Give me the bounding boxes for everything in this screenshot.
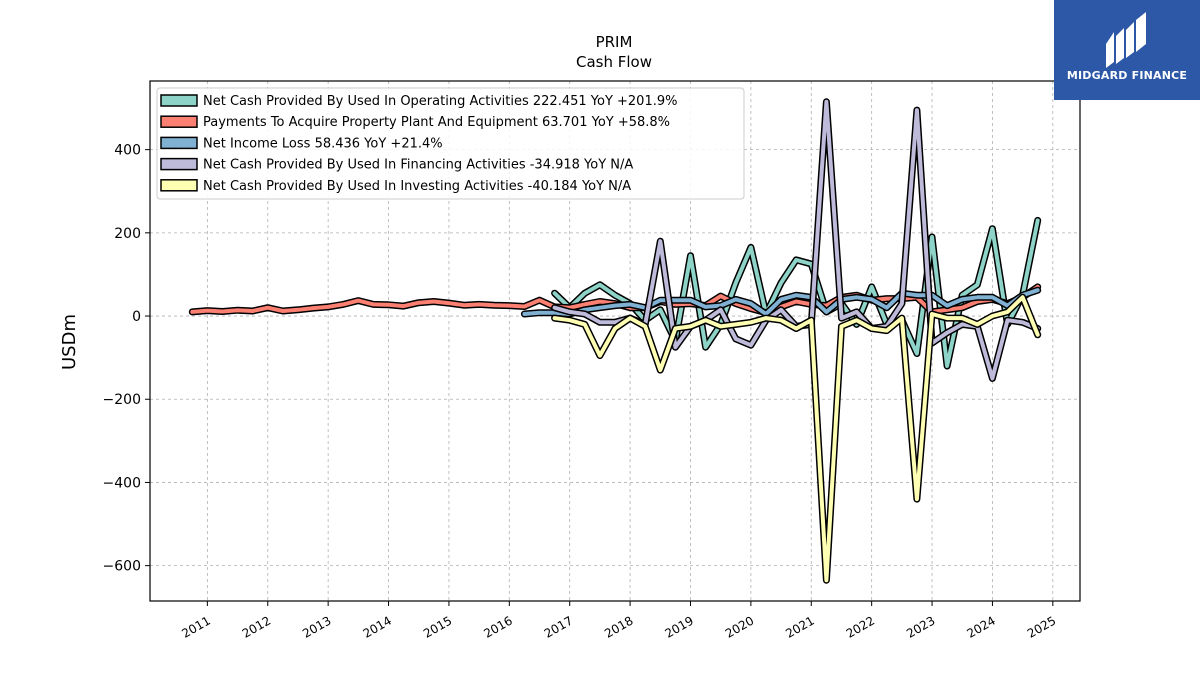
y-tick-label: −200	[103, 392, 141, 408]
x-tick-label: 2024	[964, 613, 997, 640]
axis-ticks: −600 −400 −200 0 200 400 2011 2012 2013 2014 2015 2…	[103, 143, 1059, 641]
chart-title: PRIM	[596, 33, 633, 51]
series-lines	[188, 98, 1042, 584]
series-line-outline	[551, 293, 1042, 584]
x-tick-label: 2015	[421, 613, 454, 640]
x-tick-label: 2019	[663, 613, 696, 640]
y-tick-label: −400	[103, 475, 141, 491]
legend-entry-label: Net Cash Provided By Used In Investing A…	[203, 179, 631, 194]
y-tick-label: 400	[114, 143, 141, 159]
x-tick-label: 2025	[1025, 613, 1058, 640]
plot-frame	[149, 80, 1081, 602]
series-line	[551, 293, 1042, 584]
series-line-stroke	[522, 288, 1040, 316]
x-tick-label: 2022	[844, 613, 877, 640]
legend-swatch	[160, 94, 198, 107]
logo-text: MIDGARD FINANCE	[1066, 69, 1188, 82]
midgard-finance-logo: MIDGARD FINANCE	[1054, 0, 1200, 100]
legend-box	[156, 87, 745, 200]
x-tick-label: 2016	[481, 613, 514, 640]
x-tick-label: 2021	[783, 613, 816, 640]
legend-entry-label: Payments To Acquire Property Plant And E…	[203, 115, 670, 130]
x-tick-label: 2020	[723, 613, 756, 640]
x-tick-label: 2014	[361, 613, 394, 640]
series-line	[520, 286, 1042, 318]
y-tick-label: 200	[114, 226, 141, 242]
x-tick-label: 2013	[300, 613, 333, 640]
series-line-stroke	[552, 295, 1040, 583]
y-tick-label: 0	[132, 309, 141, 325]
y-axis-label: USDm	[59, 314, 80, 370]
legend-swatch	[160, 115, 198, 128]
legend-swatch	[160, 136, 198, 150]
x-tick-label: 2017	[542, 613, 575, 640]
legend-swatch	[160, 157, 198, 171]
legend: Net Cash Provided By Used In Operating A…	[156, 87, 745, 200]
x-tick-label: 2011	[179, 613, 212, 640]
legend-entry-label: Net Cash Provided By Used In Financing A…	[203, 158, 633, 173]
legend-swatch	[160, 179, 198, 192]
x-tick-label: 2018	[602, 613, 635, 640]
x-tick-label: 2012	[240, 613, 273, 640]
legend-entry-label: Net Income Loss 58.436 YoY +21.4%	[203, 136, 443, 151]
y-tick-label: −600	[103, 559, 141, 575]
logo-mark-icon	[1106, 12, 1146, 68]
chart-subtitle: Cash Flow	[576, 53, 652, 71]
legend-entry-label: Net Cash Provided By Used In Operating A…	[203, 94, 677, 109]
x-tick-label: 2023	[904, 613, 937, 640]
